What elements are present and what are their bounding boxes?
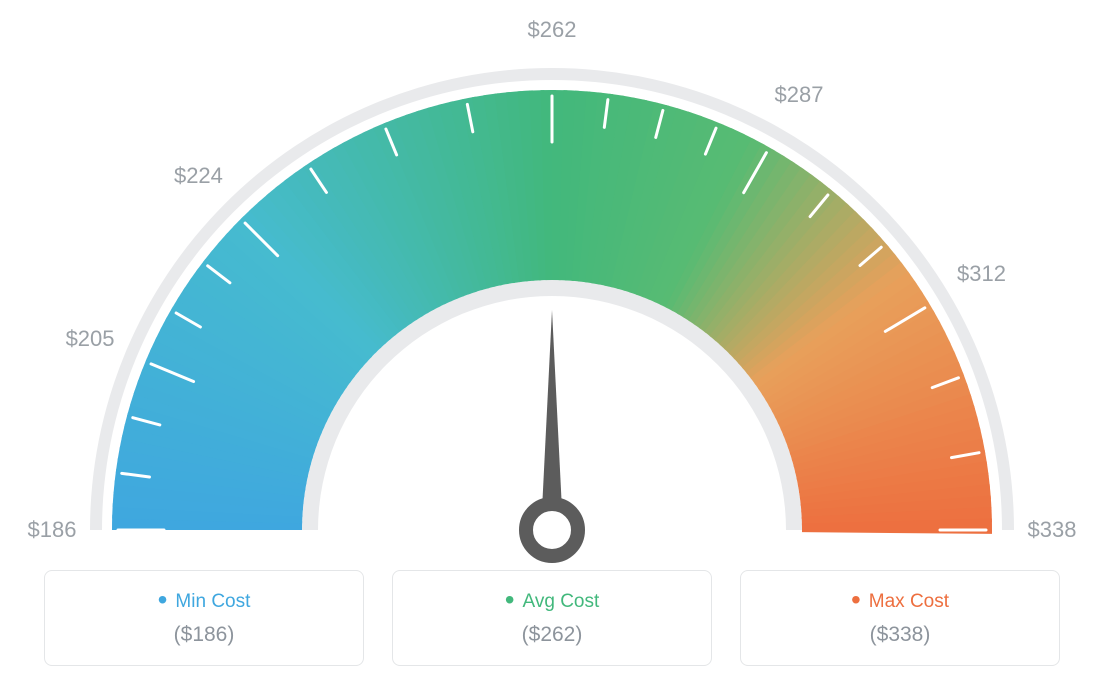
gauge-tick-label: $262 (528, 17, 577, 43)
legend-max-value: ($338) (751, 623, 1049, 647)
gauge-tick-label: $312 (957, 261, 1006, 287)
legend-card-min: Min Cost ($186) (44, 570, 364, 666)
gauge-tick-label: $287 (775, 82, 824, 108)
gauge-svg (42, 20, 1062, 570)
gauge-tick-label: $186 (28, 517, 77, 543)
legend-min-value: ($186) (55, 623, 353, 647)
legend-card-avg: Avg Cost ($262) (392, 570, 712, 666)
gauge-tick-label: $205 (66, 326, 115, 352)
legend-max-label: Max Cost (751, 591, 1049, 613)
cost-gauge-container: $186 $205 $224 $262 $287 $312 $338 Min Cost ($… (0, 0, 1104, 690)
legend-avg-value: ($262) (403, 623, 701, 647)
legend-avg-label: Avg Cost (403, 591, 701, 613)
legend-row: Min Cost ($186) Avg Cost ($262) Max Cost… (0, 570, 1104, 666)
gauge-area: $186 $205 $224 $262 $287 $312 $338 (0, 20, 1104, 570)
gauge-tick-label: $338 (1028, 517, 1077, 543)
legend-min-label: Min Cost (55, 591, 353, 613)
legend-card-max: Max Cost ($338) (740, 570, 1060, 666)
gauge-tick-label: $224 (174, 163, 223, 189)
